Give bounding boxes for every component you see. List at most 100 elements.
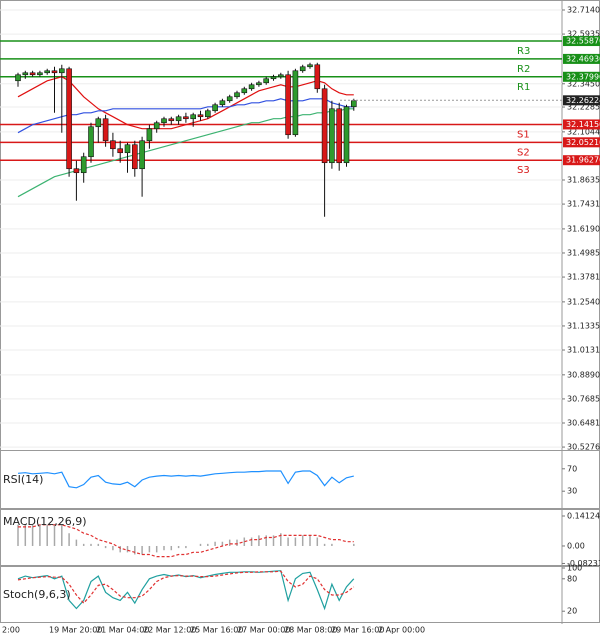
candle-body	[51, 70, 58, 74]
candle-body	[343, 106, 350, 164]
y-tick-label: 32.59355	[567, 30, 600, 39]
candle-body	[58, 68, 65, 74]
x-tick-label: 22 Mar 12:00	[143, 626, 196, 635]
level-price-box	[563, 155, 600, 166]
y-tick-label: 31.61900	[567, 224, 600, 233]
y-tick-label: 0.14124	[567, 512, 600, 521]
candle-body	[124, 144, 131, 154]
candle-body	[285, 74, 291, 136]
candle-body	[95, 118, 102, 128]
y-tick-label: 32.71400	[567, 5, 600, 14]
y-tick-label: 0.00	[567, 541, 585, 550]
candle-body	[226, 96, 233, 102]
level-name: R1	[517, 82, 530, 93]
candle-body	[234, 92, 240, 98]
y-tick-label: 30.88900	[567, 370, 600, 379]
candle-body	[183, 116, 189, 120]
current-price: 32.26224	[566, 96, 600, 105]
y-tick-label: 31.01310	[567, 346, 600, 355]
candle-body	[88, 126, 94, 158]
candle-body	[219, 100, 226, 106]
panel-title: RSI(14)	[3, 473, 43, 486]
candle-body	[29, 72, 36, 76]
candle-body	[205, 110, 211, 118]
y-tick-label: 31.25400	[567, 297, 600, 306]
candle-body	[102, 118, 109, 142]
candle-body	[44, 70, 51, 74]
x-tick-label: 25 Mar 16:00	[190, 626, 243, 635]
candle-body	[248, 84, 255, 90]
level-price: 32.46930	[566, 54, 600, 63]
candle-body	[110, 140, 116, 150]
level-name: S2	[517, 147, 530, 158]
candle-body	[161, 118, 167, 124]
candle-body	[190, 114, 196, 120]
x-tick-label: 2 Apr 00:00	[378, 626, 425, 635]
x-tick-label: 28 Mar 08:00	[284, 626, 337, 635]
candle-body	[299, 66, 306, 72]
x-tick-label: 19 Mar 20:00	[49, 626, 102, 635]
level-price: 32.37990	[566, 72, 600, 81]
x-tick-label: 27 Mar 00:00	[237, 626, 290, 635]
candle-body	[241, 88, 248, 94]
level-price: 32.55870	[566, 37, 600, 46]
candle-body	[117, 148, 123, 154]
candle-body	[15, 74, 21, 82]
candle-body	[263, 78, 270, 84]
candle-body	[66, 68, 72, 170]
panel-title: MACD(12,26,9)	[3, 515, 87, 528]
level-price: 31.96270	[566, 156, 600, 165]
level-price-box	[563, 71, 600, 82]
level-name: R2	[517, 64, 530, 75]
signal-line	[18, 524, 354, 558]
y-tick-label: 32.10445	[567, 127, 600, 136]
candle-body	[139, 140, 145, 170]
candle-body	[80, 156, 87, 174]
level-price: 32.05210	[566, 138, 600, 147]
candle-body	[22, 72, 29, 76]
candle-body	[146, 128, 153, 142]
x-tick-label: 21 Mar 04:00	[96, 626, 149, 635]
candle-body	[336, 108, 343, 164]
y-tick-label: -0.082317	[567, 559, 600, 568]
panel-title: Stoch(9,6,3)	[3, 588, 71, 601]
candle-body	[329, 108, 335, 164]
y-tick-label: 70	[567, 464, 577, 473]
level-price-box	[563, 137, 600, 148]
y-tick-label: 31.13355	[567, 321, 600, 330]
y-tick-label: 31.86355	[567, 176, 600, 185]
y-tick-label: 32.34500	[567, 79, 600, 88]
candle-body	[256, 82, 262, 86]
x-tick-label: 2:00	[2, 626, 20, 635]
current-price-box	[563, 95, 600, 106]
y-tick-label: 31.49855	[567, 248, 600, 257]
level-name: R3	[517, 46, 530, 57]
level-name: S1	[517, 129, 530, 140]
indicator-line	[17, 470, 354, 489]
candle-body	[277, 74, 284, 78]
candle-body	[197, 114, 204, 118]
y-tick-label: 30.76855	[567, 394, 600, 403]
candle-body	[132, 144, 138, 170]
level-price-box	[563, 36, 600, 47]
candle-body	[321, 88, 328, 164]
y-tick-label: 80	[567, 574, 577, 583]
indicator-line	[17, 570, 355, 604]
candle-body	[270, 76, 277, 80]
candle-body	[37, 72, 43, 76]
candle-body	[153, 122, 160, 130]
level-price: 32.14150	[566, 120, 600, 129]
level-price-box	[563, 119, 600, 130]
candle-body	[73, 168, 80, 174]
y-tick-label: 31.37810	[567, 273, 600, 282]
x-tick-label: 29 Mar 16:00	[331, 626, 384, 635]
candle-body	[168, 118, 175, 122]
level-price-box	[563, 53, 600, 64]
y-tick-label: 30	[567, 487, 577, 496]
candle-body	[307, 64, 313, 68]
y-tick-label: 32.22855	[567, 103, 600, 112]
candle-body	[292, 70, 299, 136]
y-tick-label: 20	[567, 607, 577, 616]
